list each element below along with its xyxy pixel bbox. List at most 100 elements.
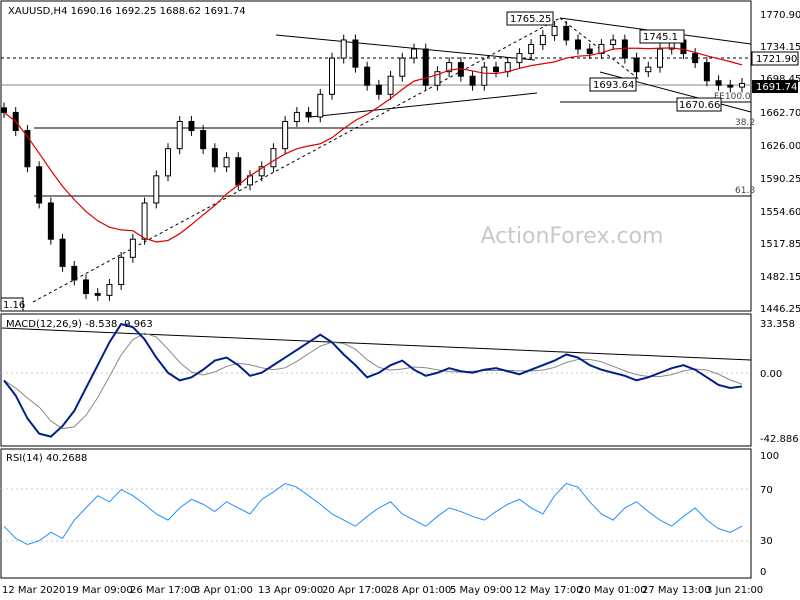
rising-trendline bbox=[32, 17, 561, 303]
candle-body bbox=[399, 57, 406, 77]
candle-body bbox=[235, 157, 242, 186]
candle-body bbox=[1, 107, 7, 113]
candle-body bbox=[165, 148, 171, 177]
candle-body bbox=[563, 25, 570, 41]
candle-body bbox=[153, 175, 160, 204]
ma-price-label: 1721.90 bbox=[756, 54, 797, 65]
candle-body bbox=[528, 44, 535, 55]
macd-trendline bbox=[1, 327, 752, 361]
x-tick: 26 Mar 17:00 bbox=[130, 585, 197, 596]
price-tick: 1698.45 bbox=[760, 74, 800, 85]
rsi-panel bbox=[0, 448, 752, 579]
candle-body bbox=[106, 283, 113, 296]
candle-body bbox=[469, 75, 476, 86]
candle-body bbox=[329, 57, 335, 95]
fib-61-label: 61.8 bbox=[735, 186, 755, 196]
candle-body bbox=[141, 202, 148, 240]
candle-body bbox=[422, 48, 429, 86]
candle-body bbox=[575, 39, 581, 50]
ma-price-tag bbox=[751, 51, 799, 66]
candle-body bbox=[24, 130, 31, 168]
price-tick: 1554.60 bbox=[760, 207, 800, 218]
candle-body bbox=[633, 57, 640, 73]
price-tick: 1517.85 bbox=[760, 239, 800, 250]
candle-body bbox=[129, 238, 136, 258]
candle-body bbox=[118, 256, 125, 285]
candle-body bbox=[364, 66, 371, 86]
candle-body bbox=[504, 62, 511, 73]
candle-body bbox=[282, 120, 289, 150]
rsi-tick: 100 bbox=[760, 451, 779, 462]
x-tick: 19 Mar 09:00 bbox=[66, 585, 133, 596]
candle-body bbox=[493, 66, 499, 73]
triangle-upper-line bbox=[275, 34, 536, 61]
candle-body bbox=[223, 157, 230, 168]
candle-body bbox=[36, 166, 43, 204]
candle-body bbox=[293, 111, 300, 122]
ma-line bbox=[3, 47, 743, 243]
price-panel bbox=[0, 0, 752, 312]
x-tick: 5 May 09:00 bbox=[450, 585, 512, 596]
rsi-line bbox=[3, 482, 743, 546]
high-box bbox=[506, 11, 554, 26]
candle-body bbox=[739, 82, 745, 88]
candle-body bbox=[270, 148, 277, 168]
x-tick: 27 May 13:00 bbox=[642, 585, 711, 596]
x-tick: 13 Apr 09:00 bbox=[258, 585, 323, 596]
high-label: 1765.25 bbox=[510, 14, 551, 25]
low0-label: 1.16 bbox=[3, 300, 25, 311]
x-tick: 20 Apr 17:00 bbox=[322, 585, 387, 596]
last-price-label: 1691.74 bbox=[756, 82, 797, 93]
candle-body bbox=[516, 53, 523, 64]
price-annotations: 1765.25 1745.1 1693.64 1670.66 1.16 bbox=[0, 11, 722, 312]
candle-body bbox=[727, 84, 734, 88]
rsi-tick: 30 bbox=[760, 536, 773, 547]
candle-body bbox=[47, 202, 54, 240]
low1-label: 1693.64 bbox=[593, 80, 634, 91]
candle-body bbox=[610, 39, 617, 46]
macd-panel bbox=[0, 313, 752, 447]
fe100-label: FE100.0 bbox=[714, 92, 751, 102]
candle-body bbox=[703, 62, 710, 82]
candle-body bbox=[352, 39, 359, 68]
rsi-tick: 70 bbox=[760, 485, 773, 496]
candle-body bbox=[586, 48, 593, 55]
candle-body bbox=[551, 25, 558, 36]
candle-body bbox=[598, 44, 605, 55]
peak2-label: 1745.1 bbox=[643, 32, 678, 43]
macd-tick: -42.886 bbox=[760, 434, 799, 445]
price-tick: 1770.90 bbox=[760, 10, 800, 21]
fib-levels: 38.2 61.8 FE100.0 bbox=[1, 57, 755, 197]
candle-body bbox=[94, 293, 101, 296]
x-tick: 20 May 01:00 bbox=[578, 585, 647, 596]
candle-body bbox=[340, 39, 347, 59]
candle-body bbox=[59, 238, 66, 267]
price-y-axis: 1770.90 1734.15 1698.45 1662.70 1626.00 … bbox=[760, 10, 800, 315]
rsi-y-axis: 100 70 30 0 bbox=[760, 451, 779, 578]
candle-body bbox=[645, 66, 652, 73]
rsi-tick: 0 bbox=[760, 567, 766, 578]
x-tick: 3 Jun 21:00 bbox=[706, 585, 763, 596]
candle-body bbox=[715, 80, 722, 86]
candle-body bbox=[188, 120, 195, 132]
candle-body bbox=[621, 39, 628, 59]
rsi-title: RSI(14) 40.2688 bbox=[6, 453, 87, 464]
x-tick: 28 Apr 01:00 bbox=[386, 585, 451, 596]
price-tick: 1482.15 bbox=[760, 272, 800, 283]
candle-body bbox=[71, 265, 78, 281]
candle-body bbox=[211, 148, 218, 168]
macd-tick: 0.00 bbox=[760, 369, 782, 380]
x-axis: 12 Mar 2020 19 Mar 09:00 26 Mar 17:00 3 … bbox=[2, 585, 763, 596]
low0-box bbox=[0, 297, 24, 312]
candle-body bbox=[387, 75, 394, 95]
candle-body bbox=[446, 62, 453, 73]
candle-body bbox=[258, 166, 265, 177]
candle-body bbox=[176, 120, 183, 150]
macd-signal-line bbox=[3, 332, 743, 430]
last-price-tag bbox=[752, 80, 798, 93]
watermark: ActionForex.com bbox=[481, 224, 664, 249]
low2-box bbox=[676, 97, 722, 112]
price-tick: 1734.15 bbox=[760, 42, 800, 53]
low2-label: 1670.66 bbox=[679, 100, 720, 111]
